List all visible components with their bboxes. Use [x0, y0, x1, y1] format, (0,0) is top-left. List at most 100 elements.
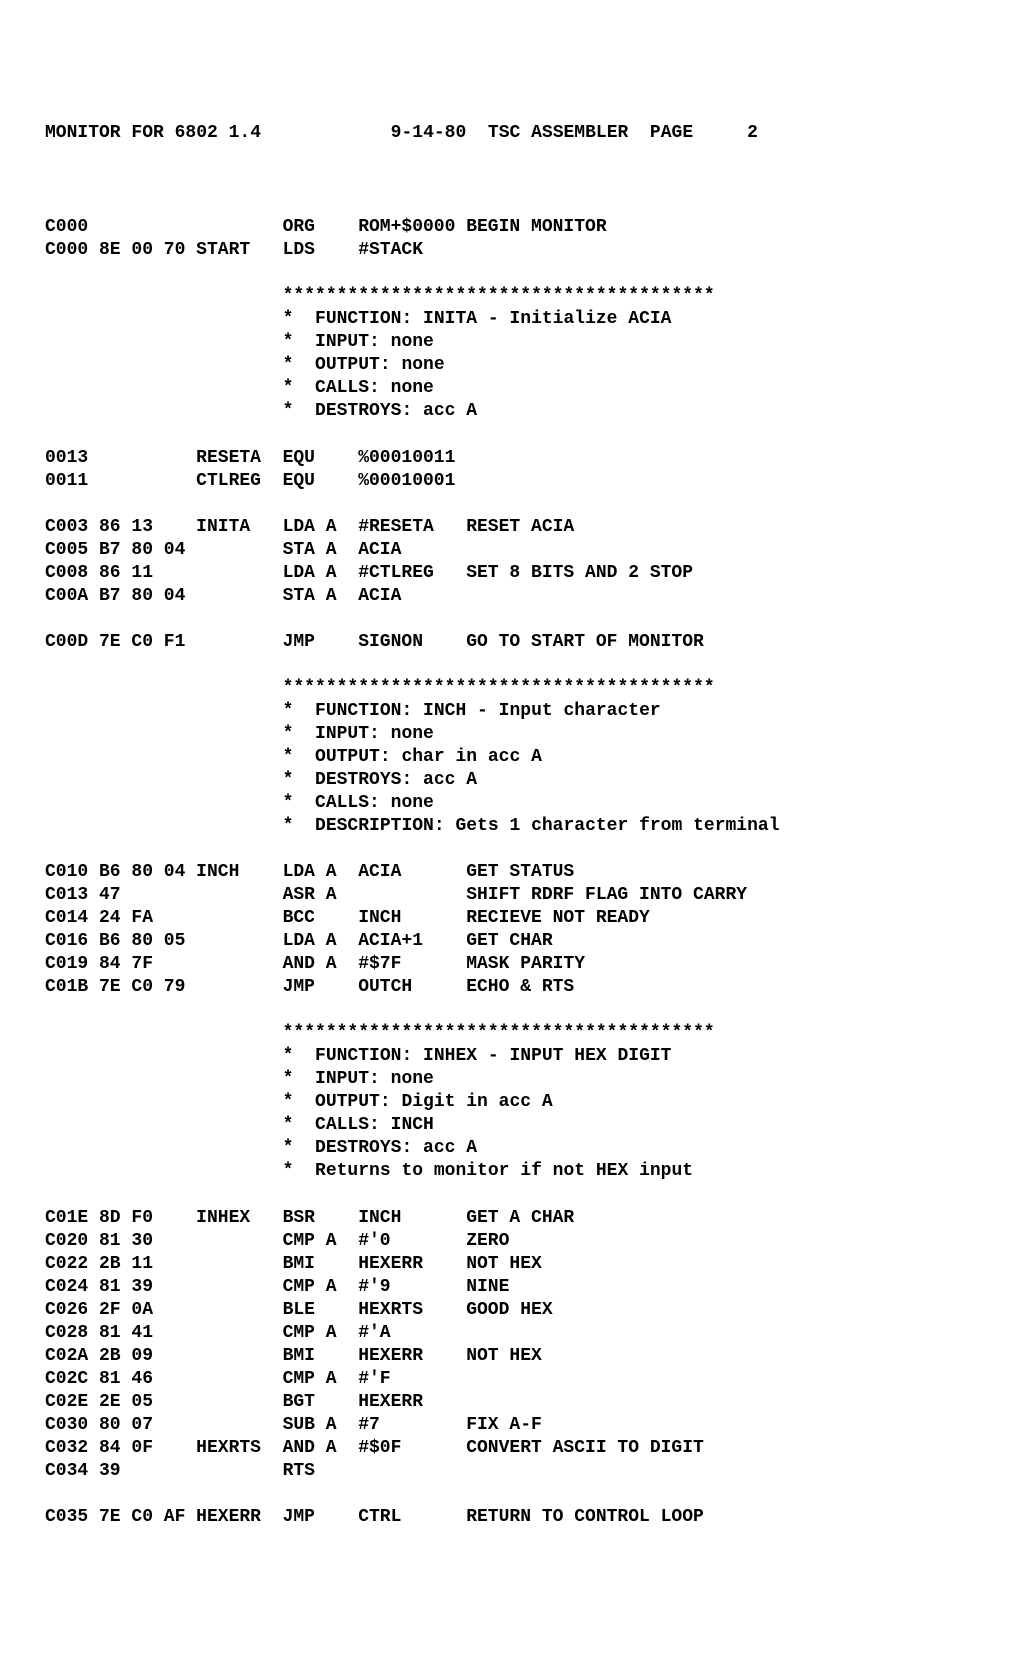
byte1-col: B6 — [99, 930, 131, 953]
comment-col: GOOD HEX — [466, 1299, 552, 1322]
operand-col: HEXRTS — [358, 1299, 466, 1322]
opcode-col: CMP A — [283, 1230, 359, 1253]
opcode-col: CMP A — [283, 1368, 359, 1391]
comment-text: * INPUT: none — [283, 332, 434, 352]
byte2-col: 09 — [131, 1345, 163, 1368]
address-col: C003 — [45, 516, 99, 539]
code-line: C02A2B09BMIHEXERRNOT HEX — [45, 1345, 968, 1368]
byte3-col: 05 — [164, 930, 196, 953]
byte2-col: 0A — [131, 1299, 163, 1322]
byte1-col: 2E — [99, 1391, 131, 1414]
byte3-col: 79 — [164, 976, 196, 999]
blank-line — [45, 838, 968, 861]
code-line: C0308007SUB A#7FIX A-F — [45, 1414, 968, 1437]
comment-text: * INPUT: none — [283, 1069, 434, 1089]
code-line: C02C8146CMP A#'F — [45, 1368, 968, 1391]
comment-text: * OUTPUT: none — [283, 355, 445, 375]
opcode-col: SUB A — [283, 1414, 359, 1437]
comment-text: * OUTPUT: Digit in acc A — [283, 1092, 553, 1112]
operand-col: HEXERR — [358, 1253, 466, 1276]
byte2-col: 0F — [131, 1437, 163, 1460]
address-col: C00D — [45, 631, 99, 654]
byte3-col: 04 — [164, 861, 196, 884]
code-line: 0011CTLREGEQU%00010001 — [45, 470, 968, 493]
byte2-col: C0 — [131, 1506, 163, 1529]
address-col: C020 — [45, 1230, 99, 1253]
byte2-col: 80 — [131, 861, 163, 884]
blank-line — [45, 1184, 968, 1207]
opcode-col: LDA A — [283, 861, 359, 884]
address-col: C026 — [45, 1299, 99, 1322]
address-col: C022 — [45, 1253, 99, 1276]
comment-text: * FUNCTION: INHEX - INPUT HEX DIGIT — [283, 1046, 672, 1066]
comment-line: **************************************** — [283, 1022, 968, 1045]
byte3-col: AF — [164, 1506, 196, 1529]
opcode-col: AND A — [283, 953, 359, 976]
byte1-col: 84 — [99, 1437, 131, 1460]
operand-col: ACIA+1 — [358, 930, 466, 953]
comment-col: RECIEVE NOT READY — [466, 907, 650, 930]
blank-line — [45, 999, 968, 1022]
opcode-col: BSR — [283, 1207, 359, 1230]
operand-col: #CTLREG — [358, 562, 466, 585]
byte2-col: 41 — [131, 1322, 163, 1345]
label-col: INCH — [196, 861, 282, 884]
code-line: C005B78004STA AACIA — [45, 539, 968, 562]
opcode-col: LDA A — [283, 930, 359, 953]
address-col: C030 — [45, 1414, 99, 1437]
comment-text: * DESTROYS: acc A — [283, 401, 477, 421]
code-line: C010B68004INCHLDA AACIAGET STATUS — [45, 861, 968, 884]
comment-col: ZERO — [466, 1230, 509, 1253]
code-line: C0038613INITALDA A#RESETARESET ACIA — [45, 516, 968, 539]
comment-col: GO TO START OF MONITOR — [466, 631, 704, 654]
operand-col: SIGNON — [358, 631, 466, 654]
byte1-col: B7 — [99, 585, 131, 608]
comment-line: * DESTROYS: acc A — [283, 400, 968, 423]
opcode-col: AND A — [283, 1437, 359, 1460]
comment-line: * CALLS: none — [283, 792, 968, 815]
byte2-col: 80 — [131, 930, 163, 953]
code-line: C032840FHEXRTSAND A#$0FCONVERT ASCII TO … — [45, 1437, 968, 1460]
address-col: C000 — [45, 239, 99, 262]
byte1-col: 81 — [99, 1276, 131, 1299]
comment-text: **************************************** — [283, 1023, 715, 1043]
blank-line — [45, 608, 968, 631]
address-col: C01B — [45, 976, 99, 999]
opcode-col: LDS — [283, 239, 359, 262]
operand-col: OUTCH — [358, 976, 466, 999]
byte2-col: 7F — [131, 953, 163, 976]
blank-line — [45, 262, 968, 285]
comment-line: * OUTPUT: none — [283, 354, 968, 377]
address-col: C00A — [45, 585, 99, 608]
opcode-col: LDA A — [283, 516, 359, 539]
operand-col: CTRL — [358, 1506, 466, 1529]
address-col: C000 — [45, 216, 99, 239]
comment-col: NOT HEX — [466, 1253, 542, 1276]
comment-line: * OUTPUT: Digit in acc A — [283, 1091, 968, 1114]
operand-col: ACIA — [358, 539, 466, 562]
address-col: C02C — [45, 1368, 99, 1391]
comment-text: * CALLS: none — [283, 793, 434, 813]
comment-col: GET STATUS — [466, 861, 574, 884]
comment-line: * FUNCTION: INITA - Initialize ACIA — [283, 308, 968, 331]
opcode-col: ASR A — [283, 884, 359, 907]
comment-line: * INPUT: none — [283, 331, 968, 354]
comment-text: * INPUT: none — [283, 724, 434, 744]
label-col: HEXRTS — [196, 1437, 282, 1460]
opcode-col: CMP A — [283, 1322, 359, 1345]
byte1-col: 86 — [99, 562, 131, 585]
code-line: C0288141CMP A#'A — [45, 1322, 968, 1345]
comment-line: * CALLS: none — [283, 377, 968, 400]
opcode-col: LDA A — [283, 562, 359, 585]
byte1-col: 2B — [99, 1253, 131, 1276]
label-col: CTLREG — [196, 470, 282, 493]
code-line: C016B68005LDA AACIA+1GET CHAR — [45, 930, 968, 953]
address-col: C013 — [45, 884, 99, 907]
opcode-col: BLE — [283, 1299, 359, 1322]
byte2-col: 46 — [131, 1368, 163, 1391]
blank-line — [45, 423, 968, 446]
comment-col: GET CHAR — [466, 930, 552, 953]
operand-col: #'0 — [358, 1230, 466, 1253]
comment-col: BEGIN MONITOR — [466, 216, 606, 239]
code-line: C0208130CMP A#'0ZERO — [45, 1230, 968, 1253]
